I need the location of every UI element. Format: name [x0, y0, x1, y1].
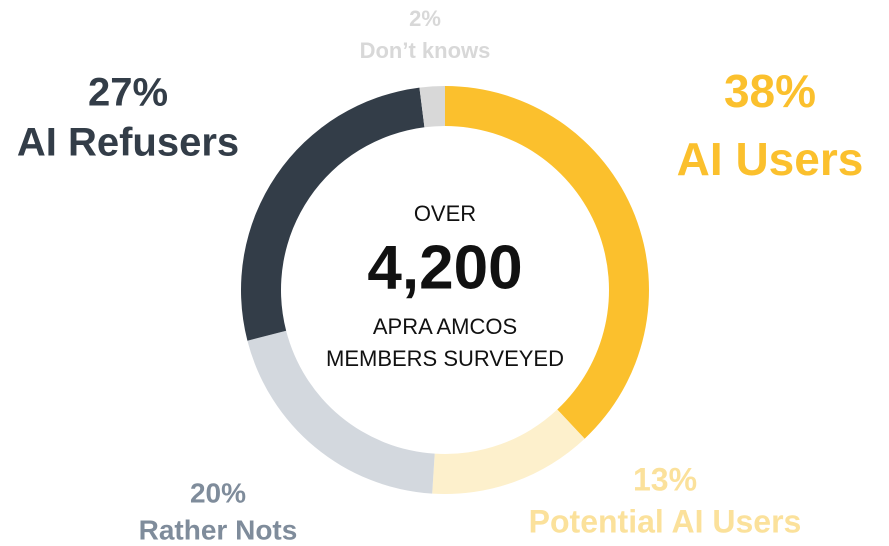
- donut: [241, 86, 649, 494]
- slice-label: AI Refusers: [17, 121, 239, 165]
- center-line: MEMBERS SURVEYED: [326, 346, 564, 371]
- slice-value-label: 2%: [409, 6, 441, 31]
- center-count: 4,200: [367, 233, 522, 302]
- slice-label: Rather Nots: [139, 514, 298, 545]
- slice-label: Potential AI Users: [529, 503, 802, 539]
- center-line: APRA AMCOS: [373, 314, 517, 339]
- slice-value-label: 38%: [724, 65, 816, 117]
- center-lead: OVER: [414, 201, 476, 226]
- slice-label: AI Users: [677, 133, 864, 185]
- slice-value-label: 20%: [190, 477, 246, 508]
- slice-value-label: 13%: [633, 461, 697, 497]
- slice-value-label: 27%: [88, 71, 168, 115]
- donut-slice: [445, 86, 649, 439]
- donut-slice: [241, 87, 425, 341]
- donut-slice: [432, 409, 585, 494]
- donut-slice: [247, 330, 435, 494]
- donut-slice: [419, 86, 445, 128]
- slice-label: Don’t knows: [360, 38, 491, 63]
